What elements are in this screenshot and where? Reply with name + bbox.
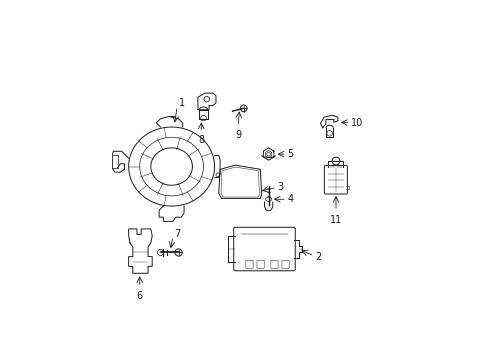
Text: 10: 10 xyxy=(350,118,363,128)
Text: 1: 1 xyxy=(178,99,184,108)
Text: 6: 6 xyxy=(136,291,142,301)
FancyBboxPatch shape xyxy=(324,166,346,194)
FancyBboxPatch shape xyxy=(257,260,264,268)
Text: 2: 2 xyxy=(315,252,321,262)
Text: 9: 9 xyxy=(235,130,241,140)
FancyBboxPatch shape xyxy=(245,260,253,268)
FancyBboxPatch shape xyxy=(270,260,278,268)
Text: 4: 4 xyxy=(287,194,293,204)
FancyBboxPatch shape xyxy=(112,156,118,168)
FancyBboxPatch shape xyxy=(282,260,288,268)
Text: 5: 5 xyxy=(287,149,293,159)
Text: 3: 3 xyxy=(277,183,284,192)
Text: 7: 7 xyxy=(174,229,180,239)
Text: 11: 11 xyxy=(329,215,342,225)
Text: 8: 8 xyxy=(198,135,204,145)
FancyBboxPatch shape xyxy=(233,227,295,271)
